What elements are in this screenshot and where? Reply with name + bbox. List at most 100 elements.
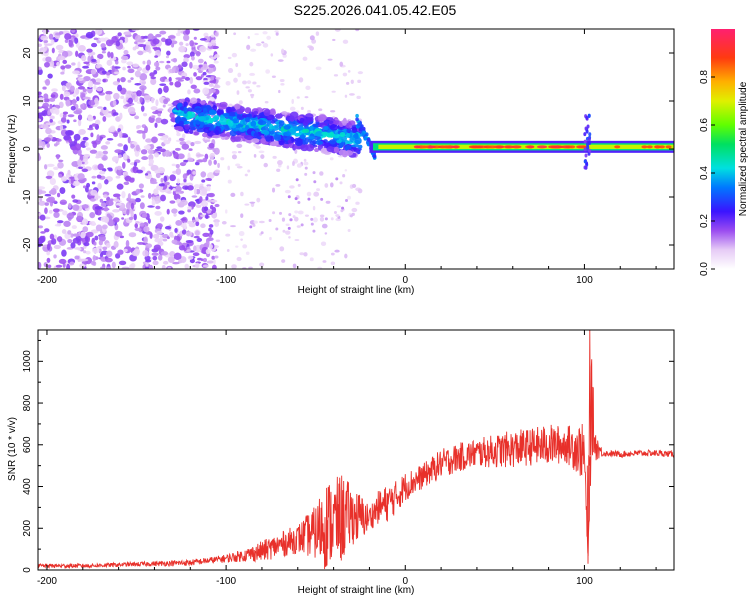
spectrogram-cell	[341, 119, 347, 126]
spectrogram-cell	[151, 136, 158, 143]
spectrogram-cell	[171, 208, 178, 214]
spectrogram-cell	[183, 159, 189, 163]
spectrogram-cell	[135, 188, 141, 194]
spectrogram-cell	[81, 161, 85, 165]
spectrogram-cell	[49, 97, 56, 102]
spectrogram-cell	[202, 232, 210, 237]
spectrogram-cell	[193, 184, 200, 189]
spectrogram-cell	[112, 198, 120, 202]
spectrogram-cell	[149, 72, 155, 77]
snr-frame	[37, 329, 675, 571]
spectrogram-cell	[360, 124, 364, 129]
spectrogram-cell	[297, 126, 305, 130]
spectrogram-cell	[305, 85, 311, 90]
spectrogram-cell	[333, 211, 337, 215]
spectrogram-cell	[133, 161, 138, 167]
spectrogram-cell	[186, 111, 192, 119]
spectrogram-cell	[73, 133, 81, 141]
spectrogram-cell	[167, 35, 176, 39]
spectrogram-cell	[78, 128, 86, 135]
spectrogram-cell	[51, 88, 58, 92]
spectrogram-cell	[135, 197, 141, 203]
spectrogram-cell	[195, 159, 204, 163]
spectrogram-cell	[309, 257, 314, 262]
spectrogram-cell	[560, 145, 573, 149]
spectrogram-cell	[176, 198, 181, 204]
spectrogram-cell	[183, 178, 187, 183]
spectrogram-cell	[333, 146, 340, 154]
spectrogram-cell	[123, 31, 132, 36]
spectrogram-cell	[303, 158, 307, 162]
spectrogram-cell	[288, 236, 291, 239]
spectrogram-cell	[90, 132, 94, 138]
spectrogram-cell	[315, 131, 324, 137]
spectrogram-x-tick-label: -100	[216, 275, 236, 286]
spectrogram-cell	[132, 166, 137, 171]
spectrogram-cell	[330, 217, 334, 221]
spectrogram-y-tick-label: 20	[22, 47, 33, 59]
spectrogram-cell	[235, 245, 239, 248]
spectrogram-cell	[309, 125, 314, 131]
spectrogram-cell	[127, 136, 131, 144]
spectrogram-cell	[96, 134, 100, 142]
spectrogram-cell	[219, 133, 227, 137]
spectrogram-cell	[38, 225, 43, 229]
spectrogram-cell	[235, 62, 239, 68]
spectrogram-cell	[196, 154, 204, 157]
spectrogram-cell	[155, 33, 162, 38]
spectrogram-cell	[569, 145, 576, 149]
spectrogram-cell	[114, 149, 123, 154]
spectrogram-cell	[107, 219, 116, 227]
spectrogram-cell	[316, 188, 321, 192]
spectrogram-cell	[296, 96, 300, 99]
spectrogram-cell	[344, 253, 348, 259]
spectrogram-cell	[172, 109, 182, 113]
spectrogram-cell	[70, 85, 75, 92]
spectrogram-cell	[274, 30, 279, 33]
spectrogram-cell	[111, 35, 118, 44]
spectrogram-cell	[136, 129, 144, 134]
spectrogram-cell	[584, 153, 588, 158]
spectrogram-cell	[95, 119, 101, 126]
spectrogram-cell	[203, 139, 211, 143]
spectrogram-cell	[50, 94, 56, 98]
spectrogram-cell	[56, 154, 60, 160]
spectrogram-cell	[84, 141, 89, 147]
spectrogram-cell	[320, 241, 327, 247]
spectrogram-cell	[124, 104, 132, 107]
spectrogram-cell	[49, 103, 53, 109]
spectrogram-cell	[113, 241, 119, 248]
spectrogram-cell	[116, 168, 124, 176]
spectrogram-cell	[193, 245, 197, 252]
spectrogram-cell	[207, 88, 216, 93]
spectrogram-cell	[85, 31, 94, 39]
spectrogram-cell	[288, 213, 292, 217]
spectrogram-cell	[250, 93, 254, 99]
snr-panel: -200 -100 0 100 0 200 400 600 800 1000 Height of…	[7, 329, 675, 596]
spectrogram-cell	[272, 187, 276, 193]
spectrogram-cell	[189, 40, 195, 47]
spectrogram-cell	[185, 231, 193, 237]
spectrogram-cell	[38, 235, 45, 243]
spectrogram-cell	[113, 66, 121, 69]
spectrogram-cell	[196, 237, 203, 242]
spectrogram-cell	[183, 34, 190, 42]
spectrogram-y-tick-label: -10	[22, 189, 33, 204]
spectrogram-cell	[267, 115, 272, 120]
spectrogram-cell	[312, 123, 319, 128]
spectrogram-cell	[203, 258, 207, 263]
spectrogram-cell	[66, 212, 74, 220]
spectrogram-cell	[146, 59, 152, 66]
spectrogram-cell	[200, 223, 206, 229]
spectrogram-cell	[584, 165, 588, 170]
spectrogram-cell	[72, 180, 80, 187]
spectrogram-cell	[207, 185, 211, 192]
spectrogram-cell	[181, 76, 186, 80]
spectrogram-cell	[139, 73, 148, 81]
spectrogram-cell	[70, 105, 76, 111]
spectrogram-cell	[202, 87, 210, 95]
spectrogram-cell	[275, 183, 281, 187]
spectrogram-cell	[179, 199, 188, 206]
spectrogram-cell	[154, 152, 160, 158]
spectrogram-cell	[214, 31, 219, 37]
